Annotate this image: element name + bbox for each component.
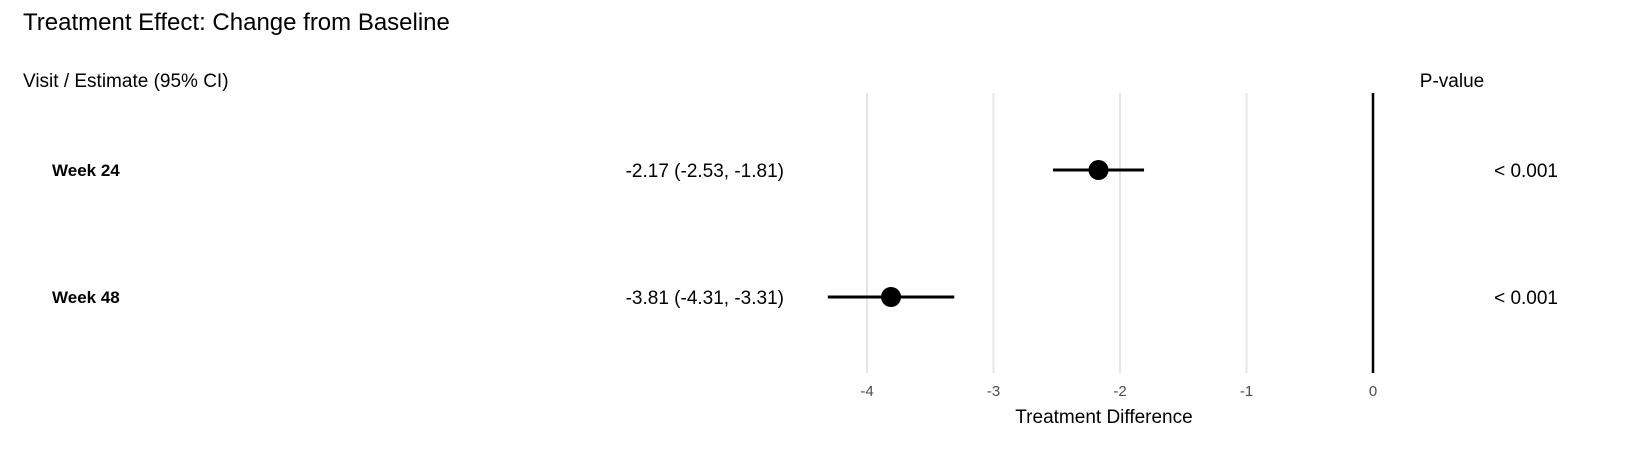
x-tick-label: -4 (860, 383, 873, 400)
x-tick-label: -2 (1113, 383, 1126, 400)
row-label: Week 48 (52, 288, 120, 307)
chart-title: Treatment Effect: Change from Baseline (23, 9, 450, 36)
left-header: Visit / Estimate (95% CI) (23, 71, 229, 92)
estimate-text: -2.17 (-2.53, -1.81) (626, 161, 784, 182)
x-tick-label: -1 (1240, 383, 1253, 400)
right-header: P-value (1420, 71, 1484, 92)
x-tick-label: 0 (1369, 383, 1377, 400)
row-label: Week 24 (52, 161, 120, 180)
estimate-text: -3.81 (-4.31, -3.31) (626, 288, 784, 309)
p-value: < 0.001 (1494, 288, 1558, 309)
point-estimate (881, 287, 902, 307)
p-value: < 0.001 (1494, 161, 1558, 182)
x-axis-label: Treatment Difference (1015, 407, 1192, 428)
x-tick-label: -3 (987, 383, 1000, 400)
point-estimate (1088, 160, 1109, 180)
